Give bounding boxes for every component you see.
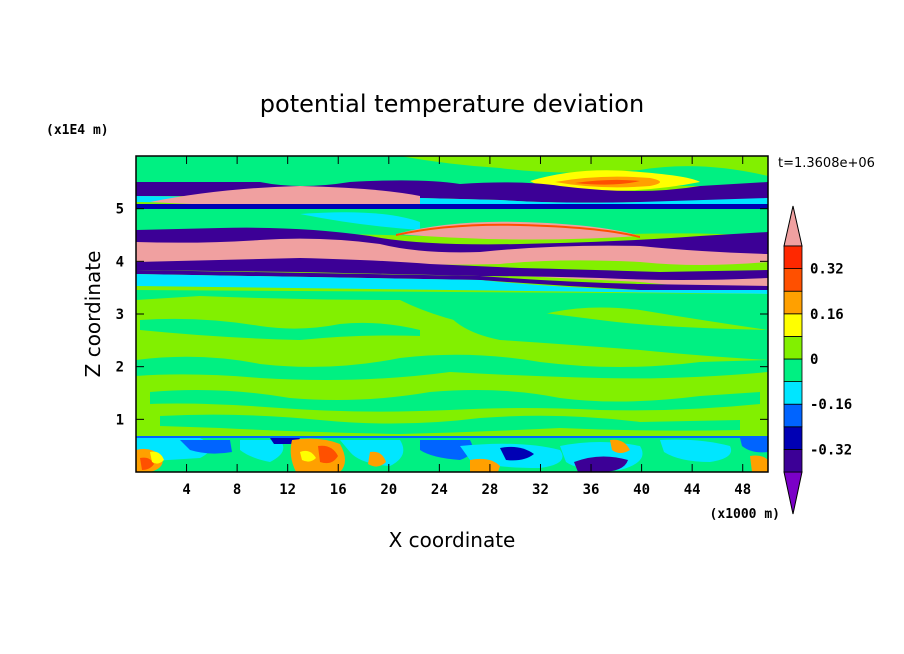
colorbar-label: 0 xyxy=(810,352,818,368)
chart-title: potential temperature deviation xyxy=(260,90,644,118)
yellow-blob-1 xyxy=(150,451,164,464)
y-tick-label: 2 xyxy=(116,360,124,376)
colorbar-swatch xyxy=(783,358,803,383)
x-tick-label: 20 xyxy=(380,482,397,498)
colorbar-swatch xyxy=(783,268,803,292)
x-tick-label: 4 xyxy=(182,482,190,498)
cyan-blob-2 xyxy=(240,440,284,462)
orange-blob-2 xyxy=(290,438,345,472)
blue-blob-1 xyxy=(180,440,232,454)
colorbar-high-triangle xyxy=(783,205,803,247)
colorbar-swatch xyxy=(783,426,803,450)
orange-blob-4 xyxy=(470,458,500,472)
x-tick-label: 12 xyxy=(279,482,296,498)
colorbar-swatch xyxy=(783,245,803,270)
x-tick-label: 16 xyxy=(330,482,347,498)
y-tick-label: 1 xyxy=(116,412,124,428)
colorbar-label: -0.32 xyxy=(810,442,852,458)
colorbar-swatch xyxy=(783,335,803,360)
purple-band-lower xyxy=(136,258,768,280)
teal-patch-2 xyxy=(440,300,768,360)
colorbar-label: -0.16 xyxy=(810,397,852,413)
red-blob-1 xyxy=(140,457,154,470)
y-tick-label: 5 xyxy=(116,202,124,218)
x-tick-label: 24 xyxy=(431,482,448,498)
x-tick-label: 48 xyxy=(734,482,751,498)
pink-band-upper xyxy=(150,186,420,206)
orange-blob-5 xyxy=(610,439,630,453)
ground-blue-line xyxy=(136,436,768,438)
blue-stripe xyxy=(136,204,768,209)
x-unit-label: (x1000 m) xyxy=(710,507,780,522)
colorbar-swatch xyxy=(783,448,803,473)
colorbar-swatch xyxy=(783,403,803,428)
colorbar-swatch xyxy=(783,313,803,337)
red-lens-edge xyxy=(396,223,640,238)
light-green-cap xyxy=(400,156,768,176)
x-tick-label: 32 xyxy=(532,482,549,498)
colorbar-low-triangle xyxy=(783,471,803,515)
x-tick-label: 36 xyxy=(583,482,600,498)
x-tick-label: 40 xyxy=(633,482,650,498)
teal-patch-6 xyxy=(160,414,740,434)
colorbar: 0.32 0.16 0 -0.16 -0.32 xyxy=(783,205,852,515)
x-tick-label: 28 xyxy=(481,482,498,498)
y-axis-title: Z coordinate xyxy=(81,251,105,378)
colorbar-label: 0.16 xyxy=(810,307,844,323)
blue-blob-3 xyxy=(420,440,473,460)
x-tick-label: 8 xyxy=(233,482,241,498)
teal-patch-5 xyxy=(150,390,760,412)
y-tick-label: 3 xyxy=(116,307,124,323)
purple-line-bottom xyxy=(136,270,768,290)
cyan-band-bottom xyxy=(136,274,768,294)
teal-patch-3 xyxy=(140,318,420,340)
y-tick-label: 4 xyxy=(116,254,124,270)
y-unit-label: (x1E4 m) xyxy=(46,123,109,138)
cyan-slope xyxy=(300,212,420,230)
yellow-blob-2 xyxy=(300,450,316,462)
colorbar-label: 0.32 xyxy=(810,262,844,278)
red-top-lens xyxy=(575,179,640,185)
colorbar-swatch xyxy=(783,381,803,405)
teal-patch-4 xyxy=(136,354,768,380)
orange-blob-6 xyxy=(750,455,768,472)
colorbar-swatch xyxy=(783,290,803,315)
blue-blob-6 xyxy=(740,438,768,453)
cyan-blob-6 xyxy=(660,439,732,462)
x-axis-title: X coordinate xyxy=(389,528,516,552)
purple-blob-5 xyxy=(574,456,628,472)
field-area xyxy=(136,156,768,472)
blue-blob-4 xyxy=(500,446,534,461)
red-blob-2 xyxy=(318,445,338,464)
orange-blob-3 xyxy=(368,451,386,467)
time-label: t=1.3608e+06 xyxy=(778,156,875,171)
x-tick-label: 44 xyxy=(684,482,701,498)
